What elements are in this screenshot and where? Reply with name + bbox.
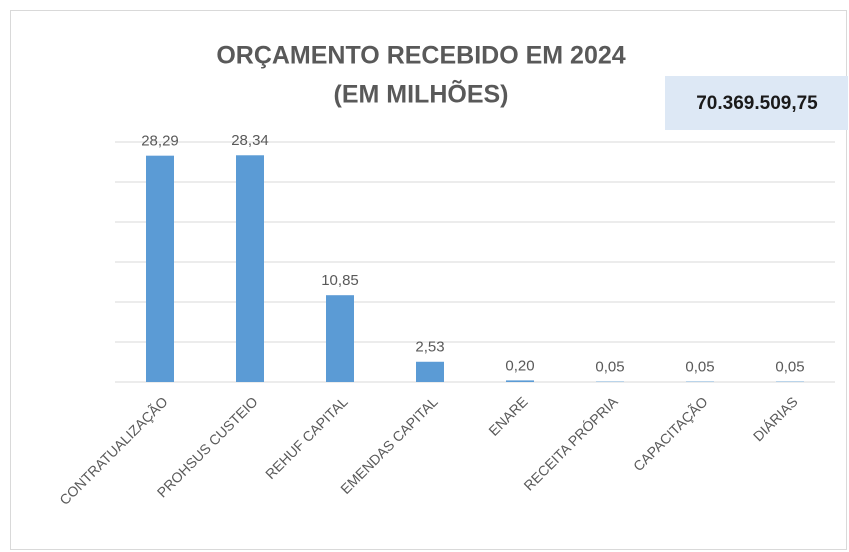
value-label: 28,29 <box>141 133 179 150</box>
chart-subtitle: (EM MILHÕES) <box>334 79 509 109</box>
value-label: 2,53 <box>415 339 444 356</box>
value-label: 0,20 <box>505 357 534 374</box>
annotation-box <box>665 76 848 130</box>
value-label: 10,85 <box>321 272 359 289</box>
value-label: 0,05 <box>595 359 624 376</box>
bar <box>236 155 264 382</box>
value-label: 28,34 <box>231 132 269 149</box>
bar <box>326 295 354 382</box>
bar <box>146 155 174 382</box>
value-label: 0,05 <box>685 359 714 376</box>
bar <box>416 361 444 382</box>
bar <box>506 380 534 382</box>
value-label: 0,05 <box>775 359 804 376</box>
annotation: 70.369.509,75 <box>696 93 818 114</box>
chart-title: ORÇAMENTO RECEBIDO EM 2024 <box>216 42 625 70</box>
